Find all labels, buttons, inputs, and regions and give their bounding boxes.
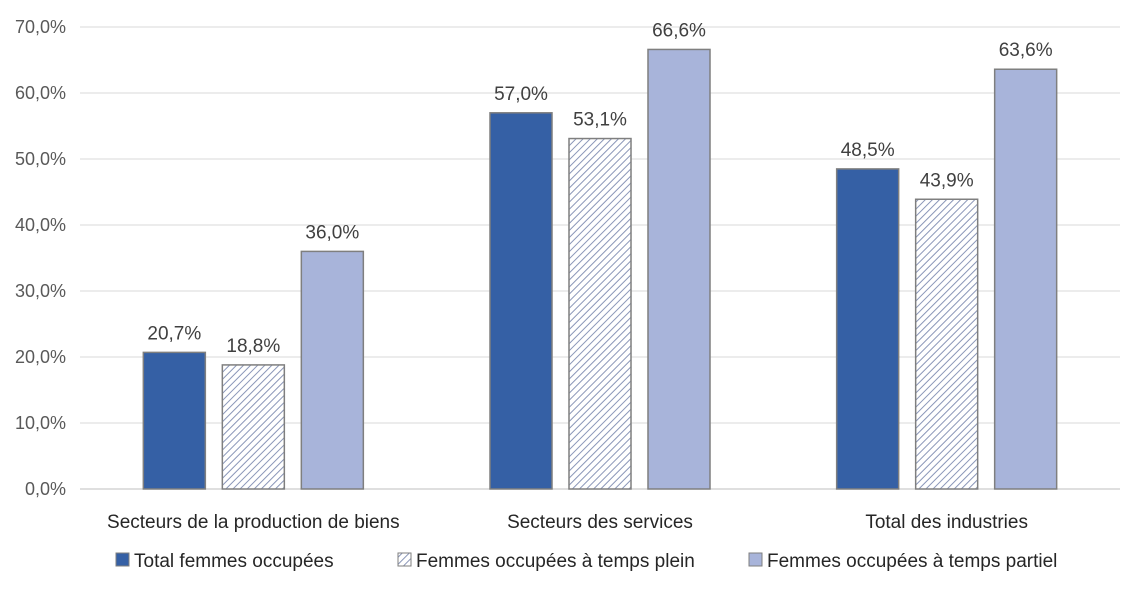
data-label: 36,0% xyxy=(305,222,359,243)
legend: Total femmes occupées Femmes occupées à t… xyxy=(115,551,1057,572)
x-tick-label: Secteurs de la production de biens xyxy=(107,512,400,533)
y-tick-label: 60,0% xyxy=(15,83,66,103)
y-axis: 0,0% 10,0% 20,0% 30,0% 40,0% 50,0% 60,0% 70,0% xyxy=(15,17,66,499)
bar xyxy=(993,68,1058,490)
legend-label: Total femmes occupées xyxy=(134,551,334,572)
bar xyxy=(300,250,365,490)
y-tick-label: 10,0% xyxy=(15,413,66,433)
data-label: 48,5% xyxy=(841,140,895,161)
data-label: 43,9% xyxy=(920,170,974,191)
x-tick-label: Total des industries xyxy=(865,512,1028,533)
legend-label: Femmes occupées à temps partiel xyxy=(767,551,1057,572)
data-label: 63,6% xyxy=(999,40,1053,61)
data-label: 53,1% xyxy=(573,110,627,131)
y-tick-label: 40,0% xyxy=(15,215,66,235)
bar xyxy=(568,137,632,490)
y-tick-label: 30,0% xyxy=(15,281,66,301)
data-label: 66,6% xyxy=(652,20,706,41)
bar xyxy=(142,351,207,490)
bar xyxy=(489,112,553,490)
y-tick-label: 0,0% xyxy=(25,479,66,499)
bar xyxy=(221,364,286,490)
bar xyxy=(647,48,711,490)
legend-swatch xyxy=(748,552,763,567)
bar xyxy=(914,198,979,490)
legend-swatch xyxy=(115,552,130,567)
bars xyxy=(142,48,1058,490)
x-tick-label: Secteurs des services xyxy=(507,512,693,533)
data-label: 57,0% xyxy=(494,84,548,105)
y-tick-label: 70,0% xyxy=(15,17,66,37)
data-label: 18,8% xyxy=(226,336,280,357)
y-tick-label: 50,0% xyxy=(15,149,66,169)
data-label: 20,7% xyxy=(147,323,201,344)
legend-label: Femmes occupées à temps plein xyxy=(416,551,695,572)
y-tick-label: 20,0% xyxy=(15,347,66,367)
bar xyxy=(835,168,900,490)
legend-swatch xyxy=(397,552,412,567)
data-labels: 20,7% 18,8% 36,0% 57,0% 53,1% 66,6% 48,5% 43,9%… xyxy=(147,20,1052,356)
x-axis: Secteurs de la production de biens Secteu… xyxy=(107,512,1028,533)
